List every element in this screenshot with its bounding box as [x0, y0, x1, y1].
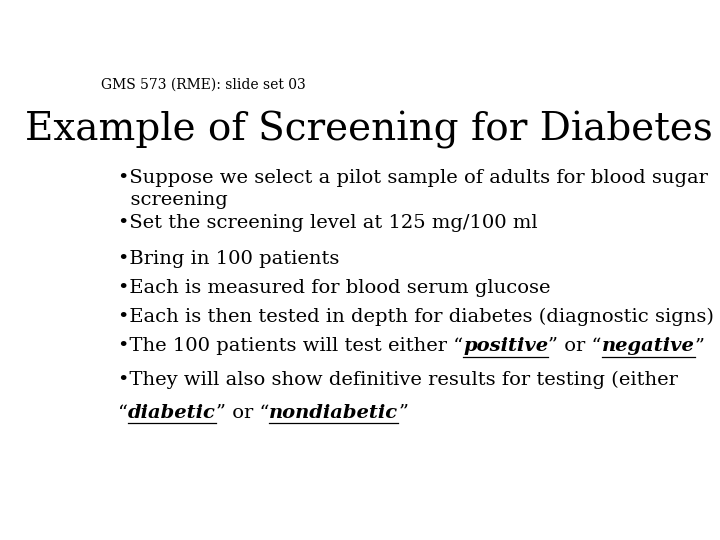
Text: negative: negative [602, 337, 695, 355]
Text: •Each is then tested in depth for diabetes (diagnostic signs): •Each is then tested in depth for diabet… [118, 308, 714, 326]
Text: •Each is measured for blood serum glucose: •Each is measured for blood serum glucos… [118, 279, 550, 297]
Text: “: “ [118, 404, 128, 422]
Text: ” or “: ” or “ [548, 337, 602, 355]
Text: diabetic: diabetic [128, 404, 216, 422]
Text: ”: ” [695, 337, 705, 355]
Text: positive: positive [463, 337, 548, 355]
Text: •They will also show definitive results for testing (either: •They will also show definitive results … [118, 370, 678, 389]
Text: •The 100 patients will test either “: •The 100 patients will test either “ [118, 337, 463, 355]
Text: Example of Screening for Diabetes: Example of Screening for Diabetes [25, 111, 713, 148]
Text: •Bring in 100 patients: •Bring in 100 patients [118, 250, 339, 268]
Text: GMS 573 (RME): slide set 03: GMS 573 (RME): slide set 03 [101, 77, 306, 91]
Text: ” or “: ” or “ [216, 404, 269, 422]
Text: •Suppose we select a pilot sample of adults for blood sugar
  screening: •Suppose we select a pilot sample of adu… [118, 168, 708, 209]
Text: ”: ” [398, 404, 408, 422]
Text: nondiabetic: nondiabetic [269, 404, 398, 422]
Text: •Set the screening level at 125 mg/100 ml: •Set the screening level at 125 mg/100 m… [118, 214, 538, 233]
